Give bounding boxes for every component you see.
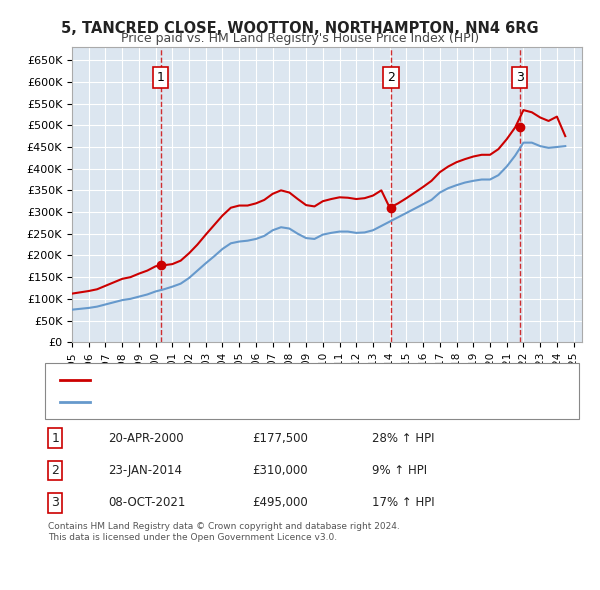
Text: £495,000: £495,000	[252, 496, 308, 510]
Text: £177,500: £177,500	[252, 431, 308, 445]
Text: 9% ↑ HPI: 9% ↑ HPI	[372, 464, 427, 477]
Text: 2: 2	[51, 464, 59, 477]
Text: 5, TANCRED CLOSE, WOOTTON, NORTHAMPTON, NN4 6RG: 5, TANCRED CLOSE, WOOTTON, NORTHAMPTON, …	[61, 21, 539, 35]
Text: 28% ↑ HPI: 28% ↑ HPI	[372, 431, 434, 445]
Text: 3: 3	[51, 496, 59, 510]
Text: 20-APR-2000: 20-APR-2000	[108, 431, 184, 445]
Text: 08-OCT-2021: 08-OCT-2021	[108, 496, 185, 510]
Text: 23-JAN-2014: 23-JAN-2014	[108, 464, 182, 477]
Text: Contains HM Land Registry data © Crown copyright and database right 2024.
This d: Contains HM Land Registry data © Crown c…	[48, 523, 400, 542]
Text: 17% ↑ HPI: 17% ↑ HPI	[372, 496, 434, 510]
Text: 1: 1	[157, 71, 164, 84]
Text: HPI: Average price, detached house, West Northamptonshire: HPI: Average price, detached house, West…	[96, 397, 413, 407]
Text: £310,000: £310,000	[252, 464, 308, 477]
Text: 3: 3	[515, 71, 524, 84]
Text: 1: 1	[51, 431, 59, 445]
Text: Price paid vs. HM Land Registry's House Price Index (HPI): Price paid vs. HM Land Registry's House …	[121, 32, 479, 45]
Text: 5, TANCRED CLOSE, WOOTTON, NORTHAMPTON, NN4 6RG (detached house): 5, TANCRED CLOSE, WOOTTON, NORTHAMPTON, …	[96, 375, 494, 385]
Text: 2: 2	[387, 71, 395, 84]
